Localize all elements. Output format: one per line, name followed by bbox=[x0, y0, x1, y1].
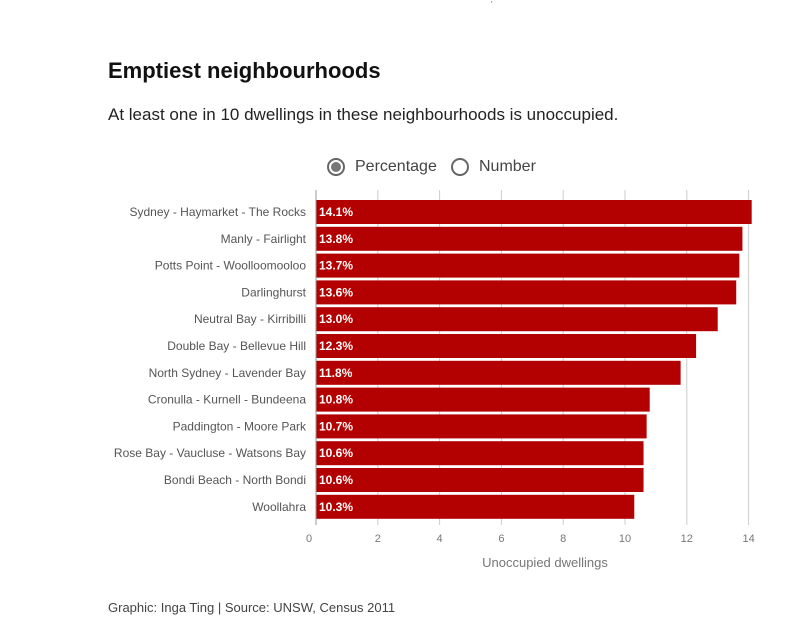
number-label: Number bbox=[479, 158, 536, 175]
category-label: Bondi Beach - North Bondi bbox=[164, 473, 306, 487]
bar bbox=[316, 226, 743, 251]
category-label: Sydney - Haymarket - The Rocks bbox=[129, 205, 306, 219]
category-label: North Sydney - Lavender Bay bbox=[149, 366, 306, 380]
x-axis-title: Unoccupied dwellings bbox=[482, 555, 608, 570]
x-tick-label: 8 bbox=[560, 533, 566, 545]
category-label: Cronulla - Kurnell - Bundeena bbox=[148, 393, 306, 407]
bar bbox=[316, 280, 737, 305]
category-label: Darlinghurst bbox=[241, 285, 306, 299]
bar bbox=[316, 200, 752, 224]
bar bbox=[316, 307, 718, 332]
bar bbox=[316, 334, 697, 358]
category-label: Neutral Bay - Kirribilli bbox=[194, 312, 306, 326]
x-tick-label: 6 bbox=[498, 533, 504, 545]
x-tick-label: 2 bbox=[375, 533, 381, 545]
value-label: 10.7% bbox=[319, 419, 353, 433]
value-label: 10.6% bbox=[319, 473, 353, 487]
value-label: 10.3% bbox=[319, 500, 353, 514]
category-label: Potts Point - Woolloomooloo bbox=[155, 259, 307, 273]
value-label: 13.7% bbox=[319, 259, 353, 273]
bar-chart: Sydney - Haymarket - The Rocks 14.1% Manly… bbox=[114, 190, 755, 570]
bar bbox=[316, 253, 740, 278]
radio-selected-icon[interactable] bbox=[327, 158, 345, 176]
bar bbox=[316, 360, 681, 385]
x-tick-label: 12 bbox=[681, 533, 693, 545]
bar bbox=[316, 414, 647, 439]
value-label: 14.1% bbox=[319, 205, 353, 219]
chart-title: Emptiest neighbourhoods bbox=[108, 58, 381, 83]
category-label: Double Bay - Bellevue Hill bbox=[167, 339, 306, 353]
chart-subtitle: At least one in 10 dwellings in these ne… bbox=[108, 105, 619, 124]
bar bbox=[316, 387, 650, 412]
percentage-label: Percentage bbox=[355, 158, 437, 175]
category-label: Rose Bay - Vaucluse - Watsons Bay bbox=[114, 446, 306, 460]
number-radio-option[interactable]: Number bbox=[451, 158, 536, 176]
category-label: Woollahra bbox=[252, 500, 306, 514]
bar bbox=[316, 468, 644, 492]
value-label: 10.8% bbox=[319, 393, 353, 407]
value-label: 13.6% bbox=[319, 285, 353, 299]
percentage-radio-option[interactable]: Percentage bbox=[327, 158, 437, 176]
source-credit: Graphic: Inga Ting | Source: UNSW, Censu… bbox=[108, 600, 396, 615]
x-tick-label: 4 bbox=[437, 533, 443, 545]
radio-unselected-icon[interactable] bbox=[451, 158, 469, 176]
x-tick-label: 14 bbox=[742, 533, 754, 545]
x-tick-label: 10 bbox=[619, 533, 631, 545]
value-label: 10.6% bbox=[319, 446, 353, 460]
category-label: Manly - Fairlight bbox=[221, 232, 307, 246]
value-label: 12.3% bbox=[319, 339, 353, 353]
value-label: 11.8% bbox=[319, 366, 353, 380]
stray-mark: ' bbox=[491, 0, 493, 9]
bar bbox=[316, 494, 635, 519]
category-label: Paddington - Moore Park bbox=[173, 419, 307, 433]
value-label: 13.0% bbox=[319, 312, 353, 326]
bar bbox=[316, 441, 644, 466]
x-tick-label: 0 bbox=[306, 533, 312, 545]
value-label: 13.8% bbox=[319, 232, 353, 246]
